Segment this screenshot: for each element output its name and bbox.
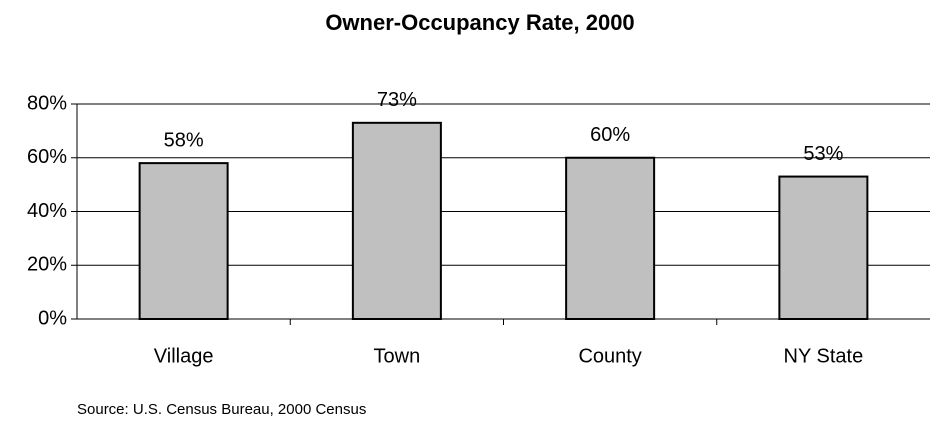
bar <box>351 121 442 320</box>
value-label: 53% <box>803 143 843 165</box>
bar <box>778 175 869 320</box>
y-tick-label: 20% <box>27 254 67 276</box>
value-label: 58% <box>164 129 204 151</box>
y-tick-label: 40% <box>27 200 67 222</box>
source-note: Source: U.S. Census Bureau, 2000 Census <box>77 401 366 418</box>
x-tick-label: County <box>578 345 641 367</box>
y-tick-label: 80% <box>27 92 67 114</box>
x-tick-label: NY State <box>784 345 864 367</box>
value-label: 60% <box>590 124 630 146</box>
y-tick-label: 0% <box>38 307 67 329</box>
x-tick-label: Town <box>374 345 421 367</box>
chart-title: Owner-Occupancy Rate, 2000 <box>325 10 634 35</box>
value-label: 73% <box>377 89 417 111</box>
bar <box>138 162 229 320</box>
y-tick-label: 60% <box>27 146 67 168</box>
bar <box>565 156 656 320</box>
x-tick-label: Village <box>154 345 214 367</box>
